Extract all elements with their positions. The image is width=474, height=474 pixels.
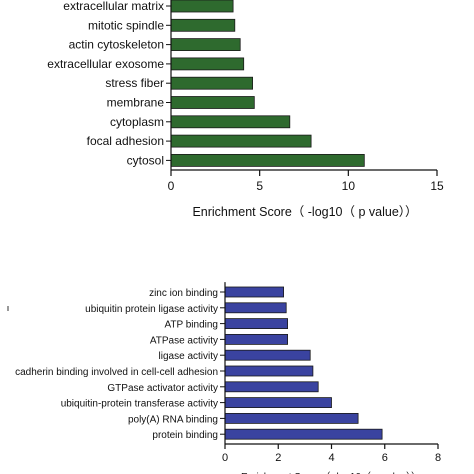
category-label: ATP binding (164, 320, 218, 331)
category-label: ATPase activity (150, 335, 218, 346)
x-tick-label: 2 (275, 452, 281, 464)
bar (170, 96, 255, 109)
bar (224, 397, 332, 409)
bar (170, 153, 365, 167)
x-tick-label: 0 (168, 179, 175, 193)
category-label: ubiquitin protein ligase activity (85, 304, 218, 315)
category-label: focal adhesion (87, 134, 164, 148)
category-label: membrane (107, 96, 165, 110)
x-tick-label: 4 (328, 452, 334, 464)
bar (224, 286, 284, 298)
cellular-component-chart: extracellular matrix mitotic spindle actin… (47, 0, 444, 219)
bar (170, 76, 253, 90)
bar (170, 57, 245, 71)
bar (170, 115, 291, 129)
category-label: ubiquitin-protein transferase activity (61, 399, 218, 410)
bar (224, 365, 314, 377)
category-label: extracellular matrix (63, 0, 164, 13)
bar (224, 381, 319, 393)
category-label: mitotic spindle (88, 18, 164, 32)
bar (224, 428, 383, 440)
category-label: cadherin binding involved in cell-cell a… (15, 367, 218, 378)
category-label: stress fiber (105, 76, 164, 90)
x-axis-label: Enrichment Score（ -log10（ p value）） (192, 205, 417, 219)
molecular-function-chart: zinc ion binding ubiquitin protein ligase… (7, 282, 441, 474)
bar (170, 0, 234, 13)
x-tick-label: 15 (430, 179, 444, 193)
category-label: ligase activity (159, 351, 218, 362)
bar (224, 333, 288, 345)
category-label: cytoplasm (110, 115, 164, 129)
bar (224, 412, 359, 424)
x-tick-label: 10 (342, 179, 356, 193)
bar (170, 18, 236, 32)
category-label: protein binding (152, 430, 218, 441)
bar (224, 318, 288, 330)
x-tick-label: 8 (435, 452, 441, 464)
x-tick-label: 5 (256, 179, 263, 193)
bar (170, 134, 312, 148)
category-label: GTPase activator activity (107, 383, 218, 394)
bar (170, 38, 241, 51)
x-tick-label: 6 (382, 452, 388, 464)
x-axis-label: Enrichment Score（ -log10（ p value）） (241, 471, 421, 474)
x-tick-label: 0 (222, 452, 228, 464)
category-label: zinc ion binding (149, 288, 218, 299)
category-label: cytosol (127, 153, 164, 167)
category-label: extracellular exosome (47, 57, 164, 71)
bar (224, 302, 287, 314)
category-label: poly(A) RNA binding (128, 414, 218, 425)
category-label: actin cytoskeleton (69, 38, 164, 52)
bar (224, 349, 311, 361)
